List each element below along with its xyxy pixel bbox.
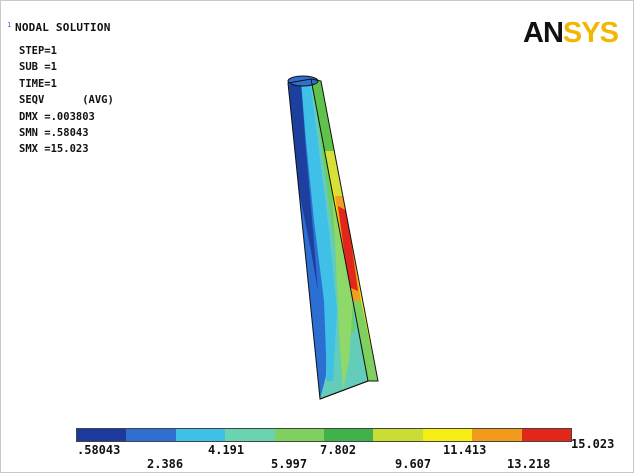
- legend-label-0: .58043: [77, 443, 121, 457]
- column-edge-bottom: [319, 380, 369, 400]
- legend-swatch-0: [77, 429, 127, 441]
- time-line: TIME=1: [19, 77, 57, 90]
- contour-side-red: [338, 206, 358, 291]
- legend-label-6: 11.413: [443, 443, 487, 457]
- dmx-line: DMX =.003803: [19, 110, 95, 123]
- legend-swatch-6: [373, 429, 423, 441]
- column-top-face: [287, 75, 319, 87]
- legend-swatch-4: [274, 429, 325, 441]
- legend-swatch-2: [175, 429, 226, 441]
- legend-swatch-5: [324, 429, 374, 441]
- substep-line: SUB =1: [19, 61, 57, 74]
- legend-swatch-8: [472, 429, 522, 441]
- legend-swatch-9: [521, 429, 572, 441]
- smx-line: SMX =15.023: [19, 143, 89, 156]
- contour-side-green-bottom: [351, 301, 378, 381]
- legend-label-5: 9.607: [395, 457, 432, 471]
- window-number: 1: [7, 21, 12, 29]
- legend-label-4: 7.802: [320, 443, 357, 457]
- contour-side-yellow: [325, 151, 344, 201]
- column-edge-front: [310, 78, 369, 382]
- legend-label-2: 4.191: [208, 443, 245, 457]
- result-item-line: SEQV (AVG): [19, 94, 114, 107]
- solution-info: STEP=1 SUB =1 TIME=1 SEQV (AVG) DMX =.00…: [19, 43, 114, 158]
- step-line: STEP=1: [19, 45, 57, 57]
- legend-label-3: 5.997: [271, 457, 308, 471]
- legend-label-8: 15.023: [571, 437, 615, 451]
- legend-label-7: 13.218: [507, 457, 551, 471]
- ansys-logo: ANSYS: [523, 17, 619, 49]
- legend-label-1: 2.386: [147, 457, 184, 471]
- legend-swatch-3: [225, 429, 275, 441]
- contour-deep-blue: [289, 83, 318, 291]
- contour-legend-bar: [76, 428, 572, 442]
- plot-title: NODAL SOLUTION: [15, 21, 111, 34]
- contour-side-green-top: [311, 79, 334, 151]
- legend-swatch-7: [422, 429, 473, 441]
- legend-swatch-1: [126, 429, 176, 441]
- contour-cyan-band: [301, 79, 337, 381]
- smn-line: SMN =.58043: [19, 127, 89, 140]
